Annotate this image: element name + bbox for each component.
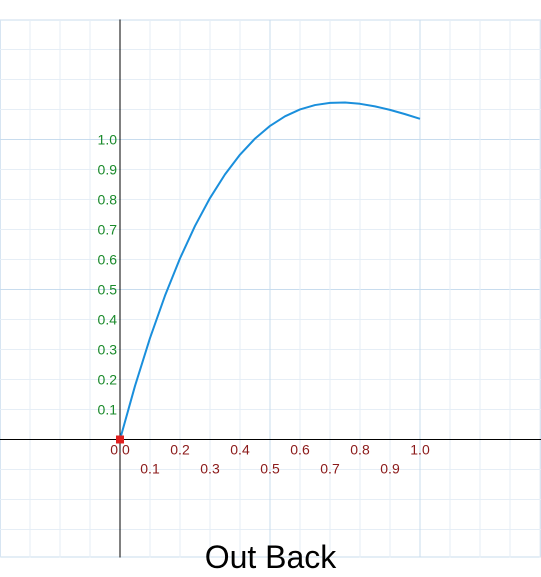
x-tick-label: 0.6 bbox=[290, 442, 310, 458]
x-tick-label: 0.3 bbox=[200, 461, 220, 477]
x-tick-label: 0.1 bbox=[140, 461, 160, 477]
x-tick-label: 0.0 bbox=[110, 442, 130, 458]
y-tick-label: 0.5 bbox=[98, 282, 118, 298]
start-point-marker bbox=[116, 435, 124, 444]
x-tick-label: 0.7 bbox=[320, 461, 340, 477]
y-tick-label: 0.1 bbox=[98, 402, 118, 418]
y-tick-label: 0.4 bbox=[98, 312, 118, 328]
x-tick-label: 0.9 bbox=[380, 461, 400, 477]
y-tick-label: 0.9 bbox=[98, 162, 118, 178]
series-group bbox=[119, 101, 421, 440]
axes bbox=[0, 19, 541, 558]
x-tick-label: 0.2 bbox=[170, 442, 190, 458]
markers bbox=[116, 435, 124, 444]
tick-labels: 0.0 0.1 0.2 0.3 0.4 0.5 0.6 0.7 0.8 0.9 1.0 0.1 0.2 0… bbox=[98, 132, 430, 477]
y-tick-label: 0.8 bbox=[98, 192, 118, 208]
y-tick-label: 1.0 bbox=[98, 132, 118, 148]
chart-title: Out Back bbox=[204, 539, 337, 575]
y-tick-label: 0.2 bbox=[98, 372, 118, 388]
x-tick-label: 0.5 bbox=[260, 461, 280, 477]
y-tick-label: 0.6 bbox=[98, 252, 118, 268]
x-tick-label: 0.4 bbox=[230, 442, 250, 458]
series-line bbox=[119, 101, 421, 440]
y-tick-label: 0.7 bbox=[98, 222, 118, 238]
x-tick-label: 1.0 bbox=[410, 442, 430, 458]
x-tick-label: 0.8 bbox=[350, 442, 370, 458]
y-tick-label: 0.3 bbox=[98, 342, 118, 358]
